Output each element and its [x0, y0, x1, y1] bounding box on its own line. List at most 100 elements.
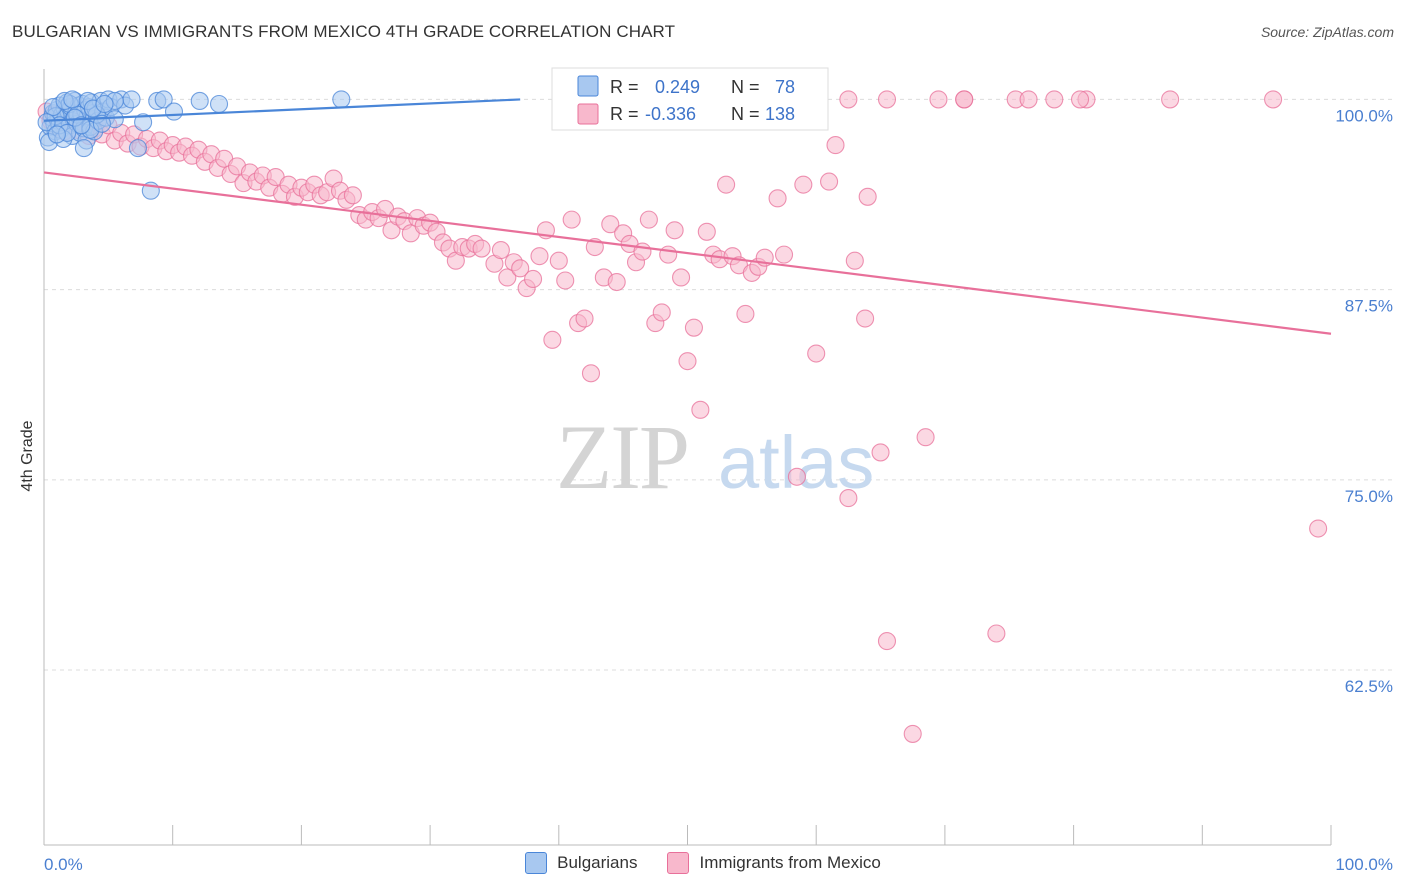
mexico-point: [856, 309, 875, 328]
mexico-point: [543, 330, 562, 349]
mexico-point: [672, 268, 691, 287]
mexico-point: [562, 210, 581, 229]
mexico-point: [768, 189, 787, 208]
bulgarians-point: [128, 139, 148, 158]
mexico-point: [1045, 90, 1064, 109]
mexico-point: [820, 172, 839, 191]
legend-label-mexico: Immigrants from Mexico: [699, 853, 881, 872]
bulgarians-point: [164, 102, 184, 121]
chart-title: BULGARIAN VS IMMIGRANTS FROM MEXICO 4TH …: [12, 22, 676, 41]
axes: [43, 69, 1332, 846]
mexico-point: [845, 251, 864, 270]
legend-swatch-mexico: [667, 852, 690, 874]
mexico-point: [916, 428, 935, 447]
mexico-point: [787, 467, 806, 486]
mexico-point: [877, 90, 897, 109]
mexico-point: [639, 210, 658, 229]
mexico-point: [1264, 90, 1283, 109]
bulgarians-point: [92, 114, 111, 133]
mexico-point: [774, 245, 794, 264]
legend-item-mexico: Immigrants from Mexico: [667, 852, 881, 874]
mexico-point: [839, 90, 858, 109]
watermark-zip: ZIP: [556, 406, 688, 508]
mexico-point: [736, 304, 755, 324]
mexico-point: [581, 364, 601, 383]
mexico-point: [955, 90, 974, 109]
mexico-point: [697, 222, 716, 241]
y-tick-label: 62.5%: [1345, 677, 1393, 696]
legend-swatch-bulgarians: [525, 852, 548, 874]
y-tick-label: 87.5%: [1345, 297, 1393, 316]
stats-legend-swatch-mexico: [577, 103, 599, 125]
stats-legend-swatch-bulgarians: [577, 75, 599, 97]
y-tick-label: 75.0%: [1345, 487, 1393, 506]
mexico-point: [871, 443, 890, 462]
stats-r-label-1: R =: [610, 77, 639, 97]
trend-lines: [43, 98, 1332, 335]
mexico-point: [665, 221, 684, 240]
mexico-point: [607, 272, 626, 292]
mexico-point: [1019, 90, 1038, 109]
stats-legend: R = 0.249 N = 78 R = -0.336 N = 138: [551, 67, 829, 131]
bulgarians-point: [209, 94, 229, 114]
mexico-point: [684, 318, 703, 337]
stats-r-value-2: -0.336: [645, 104, 696, 124]
mexico-point: [511, 259, 530, 278]
x-tick-label-left: 0.0%: [44, 855, 83, 874]
mexico-point: [1161, 90, 1180, 109]
bulgarians-point: [63, 90, 82, 109]
mexico-point: [575, 309, 594, 328]
mexico-point: [839, 489, 858, 508]
mexico-trend-line: [43, 171, 1332, 335]
mexico-point: [794, 175, 813, 194]
bulgarians-point: [95, 94, 114, 114]
y-tick-label: 100.0%: [1335, 106, 1393, 125]
tick-labels: 100.0% 87.5% 75.0% 62.5% 0.0% 100.0%: [44, 106, 1393, 874]
mexico-point: [987, 624, 1006, 643]
mexico-point: [903, 724, 922, 743]
mexico-point: [549, 251, 568, 270]
stats-n-value-1: 78: [775, 77, 795, 97]
mexico-point: [652, 303, 671, 322]
bulgarians-point: [134, 113, 153, 132]
mexico-point: [929, 90, 948, 109]
stats-r-label-2: R =: [610, 104, 639, 124]
watermark: ZIP atlas: [556, 406, 874, 508]
mexico-point: [524, 269, 543, 289]
bulgarians-point: [154, 90, 173, 109]
mexico-point: [1309, 519, 1328, 538]
mexico-point: [491, 241, 510, 260]
stats-r-value-1: 0.249: [655, 77, 700, 97]
mexico-point: [472, 239, 491, 258]
mexico-point: [717, 175, 736, 194]
mexico-point: [858, 187, 877, 206]
mexico-point: [530, 247, 549, 266]
mexico-point: [659, 245, 678, 264]
bulgarians-trend-line: [43, 98, 521, 122]
mexico-point: [556, 271, 575, 290]
mexico-point: [691, 400, 710, 419]
mexico-point: [678, 352, 697, 371]
stats-n-label-1: N =: [731, 77, 760, 97]
legend-item-bulgarians: Bulgarians: [525, 852, 637, 874]
mexico-point: [807, 344, 826, 363]
bulgarians-point: [122, 90, 141, 109]
stats-n-label-2: N =: [731, 104, 760, 124]
bulgarians-point: [74, 139, 93, 158]
source-credit: Source: ZipAtlas.com: [1260, 24, 1394, 40]
series-legend: Bulgarians Immigrants from Mexico: [0, 852, 1406, 874]
mexico-point: [601, 215, 620, 234]
bulgarians-point: [47, 125, 66, 144]
x-tick-label-right: 100.0%: [1335, 855, 1393, 874]
mexico-point: [498, 268, 517, 287]
bulgarians-point: [332, 90, 351, 109]
mexico-point: [826, 136, 845, 155]
mexico-point: [877, 632, 897, 651]
bulgarians-point: [72, 116, 91, 135]
bulgarians-point: [190, 91, 209, 111]
mexico-point: [1070, 90, 1090, 109]
bulgarians-point: [37, 113, 56, 132]
legend-label-bulgarians: Bulgarians: [557, 853, 638, 872]
stats-n-value-2: 138: [765, 104, 795, 124]
